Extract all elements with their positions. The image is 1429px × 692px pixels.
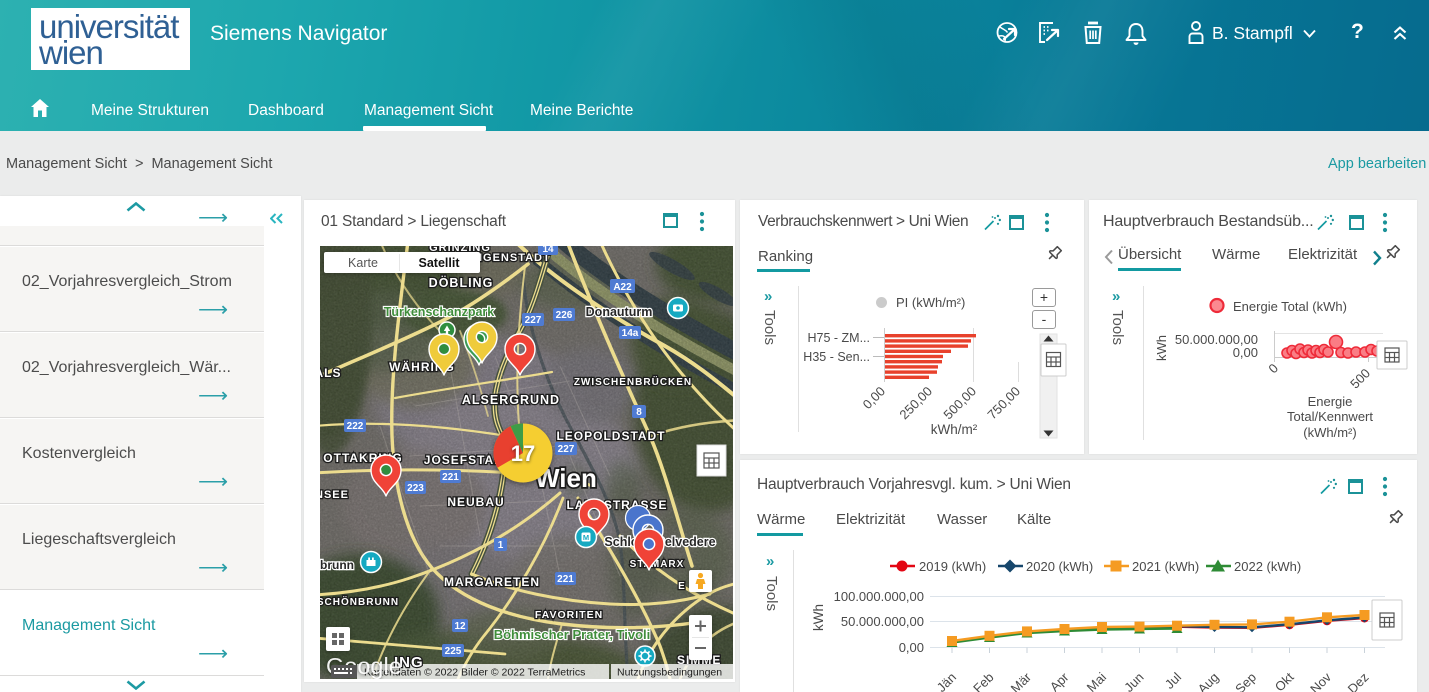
svg-text:14: 14 — [542, 246, 554, 255]
svg-text:MARGARETEN: MARGARETEN — [444, 575, 540, 589]
svg-text:221: 221 — [557, 574, 574, 585]
svg-text:50.000.000,00: 50.000.000,00 — [1175, 332, 1258, 347]
svg-text:2022 (kWh): 2022 (kWh) — [1234, 559, 1301, 574]
svg-text:Energie Total (kWh): Energie Total (kWh) — [1233, 299, 1347, 314]
svg-text:M: M — [583, 533, 589, 542]
svg-text:Nutzungsbedingungen: Nutzungsbedingungen — [617, 667, 722, 679]
svg-text:E: E — [678, 581, 686, 592]
svg-text:H35 - Sen...: H35 - Sen... — [803, 350, 870, 364]
svg-text:kWh/m²: kWh/m² — [931, 422, 978, 437]
svg-text:Nov: Nov — [1307, 669, 1334, 692]
svg-text:Jun: Jun — [1121, 670, 1146, 692]
svg-text:NEUBAU: NEUBAU — [447, 495, 504, 509]
svg-text:Energie: Energie — [1308, 394, 1353, 409]
svg-text:Mär: Mär — [1008, 669, 1035, 692]
svg-text:Kartendaten © 2022 Bilder © 20: Kartendaten © 2022 Bilder © 2022 TerraMe… — [364, 667, 585, 679]
svg-text:ST. MARX: ST. MARX — [630, 559, 685, 570]
svg-text:0,00: 0,00 — [899, 640, 924, 655]
svg-text:ING: ING — [394, 654, 424, 671]
svg-text:1: 1 — [498, 540, 504, 551]
svg-text:100.000.000,00: 100.000.000,00 — [834, 589, 924, 604]
svg-text:GRINZING: GRINZING — [429, 246, 491, 254]
svg-text:17: 17 — [511, 441, 535, 466]
svg-text:0,00: 0,00 — [860, 384, 889, 413]
svg-text:223: 223 — [407, 483, 424, 494]
svg-text:221: 221 — [442, 472, 459, 483]
svg-text:(kWh/m²): (kWh/m²) — [1303, 425, 1356, 440]
svg-text:500: 500 — [1347, 366, 1373, 392]
svg-text:2019 (kWh): 2019 (kWh) — [919, 559, 986, 574]
svg-text:PI (kWh/m²): PI (kWh/m²) — [896, 295, 965, 310]
svg-text:Türkenschanzpark: Türkenschanzpark — [384, 305, 495, 319]
svg-text:H75 - ZM...: H75 - ZM... — [807, 331, 870, 345]
svg-text:LIGENSTADT: LIGENSTADT — [471, 252, 550, 264]
svg-text:Donauturm: Donauturm — [586, 305, 653, 319]
svg-text:kWh: kWh — [1154, 335, 1169, 361]
svg-text:FAVORITEN: FAVORITEN — [535, 609, 603, 621]
svg-text:Satellit: Satellit — [419, 256, 461, 270]
svg-text:227: 227 — [558, 444, 575, 455]
svg-text:50.000.000,00: 50.000.000,00 — [841, 614, 924, 629]
svg-text:ALSERGRUND: ALSERGRUND — [462, 393, 560, 407]
svg-text:Böhmischer Prater, Tivoli: Böhmischer Prater, Tivoli — [494, 627, 651, 642]
svg-text:2021 (kWh): 2021 (kWh) — [1132, 559, 1199, 574]
svg-text:750,00: 750,00 — [984, 384, 1023, 423]
svg-text:LEOPOLDSTADT: LEOPOLDSTADT — [556, 429, 665, 443]
svg-text:Total/Kennwert: Total/Kennwert — [1287, 409, 1373, 424]
svg-text:Apr: Apr — [1047, 669, 1072, 692]
svg-text:ALS: ALS — [320, 366, 342, 380]
svg-text:14a: 14a — [622, 328, 639, 339]
svg-text:Jän: Jän — [934, 670, 959, 692]
svg-text:0,00: 0,00 — [1233, 345, 1258, 360]
svg-text:A22: A22 — [613, 282, 632, 293]
svg-text:DÖBLING: DÖBLING — [429, 275, 494, 290]
svg-text:12: 12 — [454, 621, 466, 632]
svg-text:Aug: Aug — [1195, 670, 1222, 692]
svg-text:226: 226 — [556, 310, 573, 321]
svg-text:Feb: Feb — [970, 670, 996, 692]
svg-text:Dez: Dez — [1345, 670, 1372, 692]
svg-text:Sep: Sep — [1232, 670, 1259, 692]
svg-text:8: 8 — [636, 407, 642, 418]
svg-text:500,00: 500,00 — [940, 384, 979, 423]
svg-text:Mai: Mai — [1084, 669, 1109, 692]
svg-text:0: 0 — [1265, 361, 1281, 377]
svg-text:Karte: Karte — [348, 256, 378, 270]
svg-text:ZWISCHENBRÜCKEN: ZWISCHENBRÜCKEN — [574, 375, 692, 388]
svg-text:Jul: Jul — [1162, 669, 1184, 691]
svg-text:brunn: brunn — [320, 558, 354, 572]
svg-text:NSEE: NSEE — [320, 489, 349, 501]
svg-text:2020 (kWh): 2020 (kWh) — [1026, 559, 1093, 574]
svg-text:Okt: Okt — [1272, 669, 1297, 692]
svg-text:kWh: kWh — [811, 604, 826, 631]
svg-text:222: 222 — [347, 421, 364, 432]
svg-text:225: 225 — [445, 646, 462, 657]
svg-text:JOSEFSTADT: JOSEFSTADT — [424, 453, 512, 467]
svg-text:227: 227 — [525, 315, 542, 326]
svg-text:SCHÖNBRUNN: SCHÖNBRUNN — [320, 595, 399, 608]
svg-text:250,00: 250,00 — [896, 384, 935, 423]
